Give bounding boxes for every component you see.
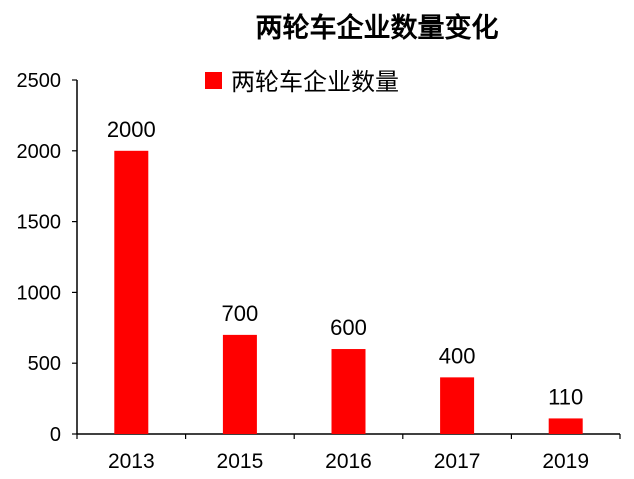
y-tick-label: 500 [28, 353, 61, 375]
y-tick-label: 1500 [17, 212, 62, 234]
x-tick-label-2016: 2016 [325, 450, 372, 473]
x-tick-label-2015: 2015 [217, 450, 264, 473]
data-label-2017: 400 [439, 343, 476, 368]
x-tick-label-2019: 2019 [542, 450, 589, 473]
x-tick-label-2013: 2013 [108, 450, 155, 473]
data-label-2019: 110 [548, 384, 583, 409]
legend-label: 两轮车企业数量 [231, 69, 399, 96]
data-label-2013: 2000 [107, 117, 156, 142]
bar-2016 [331, 349, 366, 434]
bar-2015 [222, 334, 257, 434]
legend-swatch [205, 72, 222, 89]
y-tick-label: 1000 [17, 282, 62, 304]
bar-2017 [440, 377, 475, 434]
bar-2013 [114, 150, 149, 435]
y-tick-label: 0 [50, 424, 61, 446]
data-label-2016: 600 [330, 315, 367, 340]
legend: 两轮车企业数量 [205, 69, 399, 96]
chart-title: 两轮车企业数量变化 [255, 13, 499, 44]
bar-2019 [548, 418, 583, 434]
bars: 2000 2013 700 2015 600 2016 400 2017 110 2019 [107, 117, 589, 473]
y-tick-label: 2000 [17, 141, 62, 163]
y-tick-label: 2500 [17, 70, 62, 92]
x-tick-label-2017: 2017 [434, 450, 481, 473]
data-label-2015: 700 [222, 301, 259, 326]
